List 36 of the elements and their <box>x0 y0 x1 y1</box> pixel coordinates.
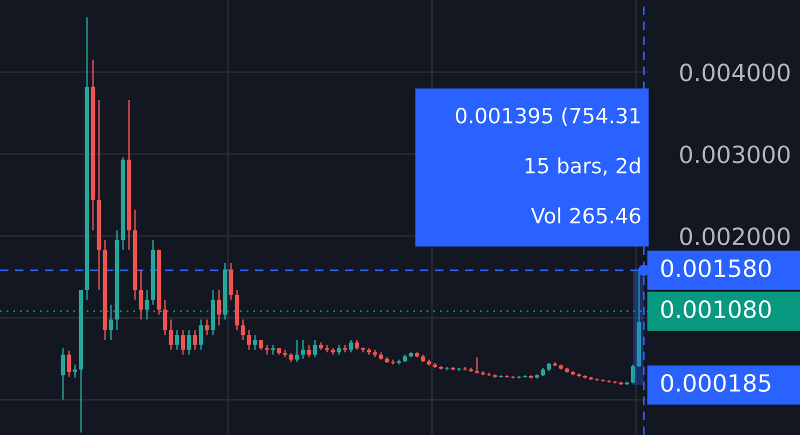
candlestick <box>60 347 66 400</box>
candlestick <box>252 334 258 350</box>
y-tick-label: 0.004000 <box>680 64 790 82</box>
candlestick <box>288 352 294 363</box>
candlestick <box>198 318 204 350</box>
annotation: 15 bars, 2d <box>526 157 640 176</box>
candlestick <box>174 329 180 350</box>
candlestick <box>348 339 354 353</box>
candlestick <box>240 318 246 341</box>
candlestick <box>72 364 78 378</box>
candlestick <box>264 344 270 356</box>
candlestick <box>168 318 174 350</box>
annotation: Vol 265.46 <box>531 207 640 224</box>
candlestick <box>186 329 192 356</box>
candlestick <box>246 329 252 350</box>
candlestick <box>312 339 318 358</box>
candlestick <box>162 299 168 336</box>
candlestick <box>336 344 342 356</box>
candlestick <box>216 289 222 326</box>
text: 0.000185 <box>661 374 770 392</box>
candlestick <box>192 329 198 350</box>
y-tick-label: 0.003000 <box>680 145 790 164</box>
candlestick <box>294 339 300 363</box>
candlestick <box>180 329 186 356</box>
annotation: 0.001395 (754.31 <box>456 107 640 126</box>
y-tick-label: 0.002000 <box>680 227 790 246</box>
candlestick <box>270 344 276 356</box>
candlestick <box>630 364 636 384</box>
candlestick <box>66 350 72 378</box>
candlestick <box>138 268 144 320</box>
ref-line-label: 0.001080 <box>661 300 771 318</box>
candlestick <box>144 289 150 320</box>
candlestick <box>108 304 114 341</box>
candlestick <box>354 339 360 350</box>
candlestick <box>204 318 210 336</box>
ref-line-label: 0.001580 <box>661 259 771 278</box>
